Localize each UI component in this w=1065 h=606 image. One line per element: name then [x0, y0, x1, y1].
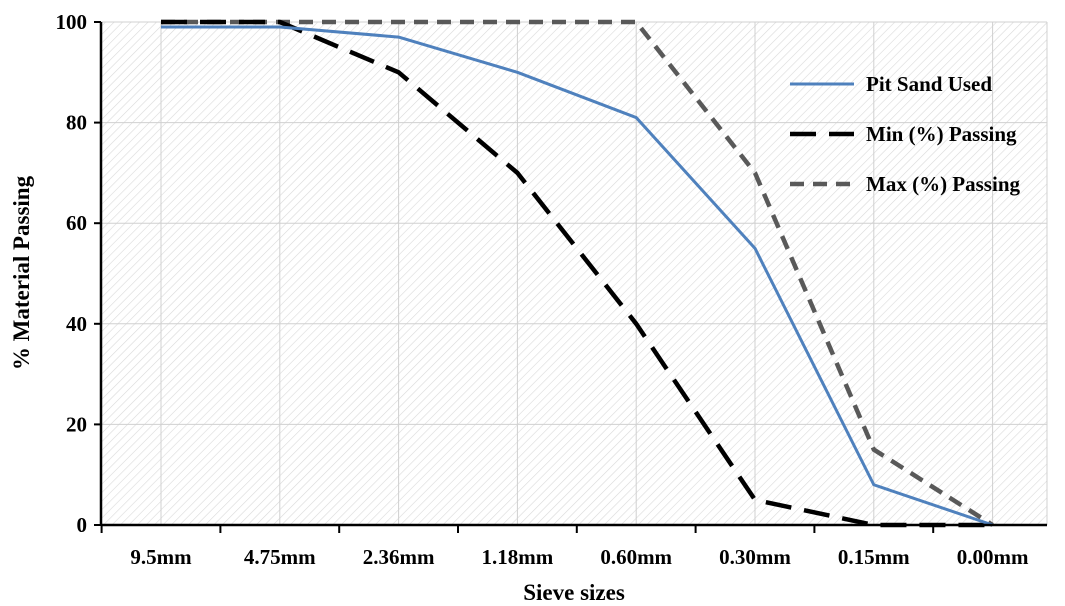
y-tick-label: 0 [77, 513, 88, 537]
y-tick-label: 20 [66, 412, 87, 436]
x-tick-label: 2.36mm [363, 545, 435, 569]
series-line-2 [161, 19, 994, 527]
series-line-1 [161, 19, 993, 528]
y-tick-label: 80 [66, 111, 87, 135]
y-axis-title: % Material Passing [9, 175, 34, 370]
x-axis-title: Sieve sizes [523, 580, 625, 605]
series-line-0 [161, 25, 994, 527]
legend-label-1: Min (%) Passing [866, 122, 1017, 146]
gridlines [101, 21, 1048, 525]
x-tick-label: 0.60mm [600, 545, 672, 569]
tick-labels: 0 20 40 60 80 100 9.5mm 4.75mm 2.36mm 1.18mm 0.60m… [56, 10, 1029, 569]
y-tick-label: 40 [66, 312, 87, 336]
x-tick-label: 0.15mm [838, 545, 910, 569]
x-tick-label: 0.30mm [719, 545, 791, 569]
legend-label-0: Pit Sand Used [866, 72, 992, 96]
series-lines [161, 19, 994, 528]
plot-area-background [101, 22, 1047, 525]
x-tick-label: 1.18mm [482, 545, 554, 569]
legend: Pit Sand Used Min (%) Passing Max (%) Pass… [790, 72, 1020, 196]
x-tick-label: 0.00mm [957, 545, 1029, 569]
axes [94, 21, 1047, 533]
y-tick-label: 60 [66, 211, 87, 235]
legend-label-2: Max (%) Passing [866, 172, 1020, 196]
y-tick-label: 100 [56, 10, 88, 34]
x-tick-label: 4.75mm [244, 545, 316, 569]
x-tick-label: 9.5mm [130, 545, 192, 569]
